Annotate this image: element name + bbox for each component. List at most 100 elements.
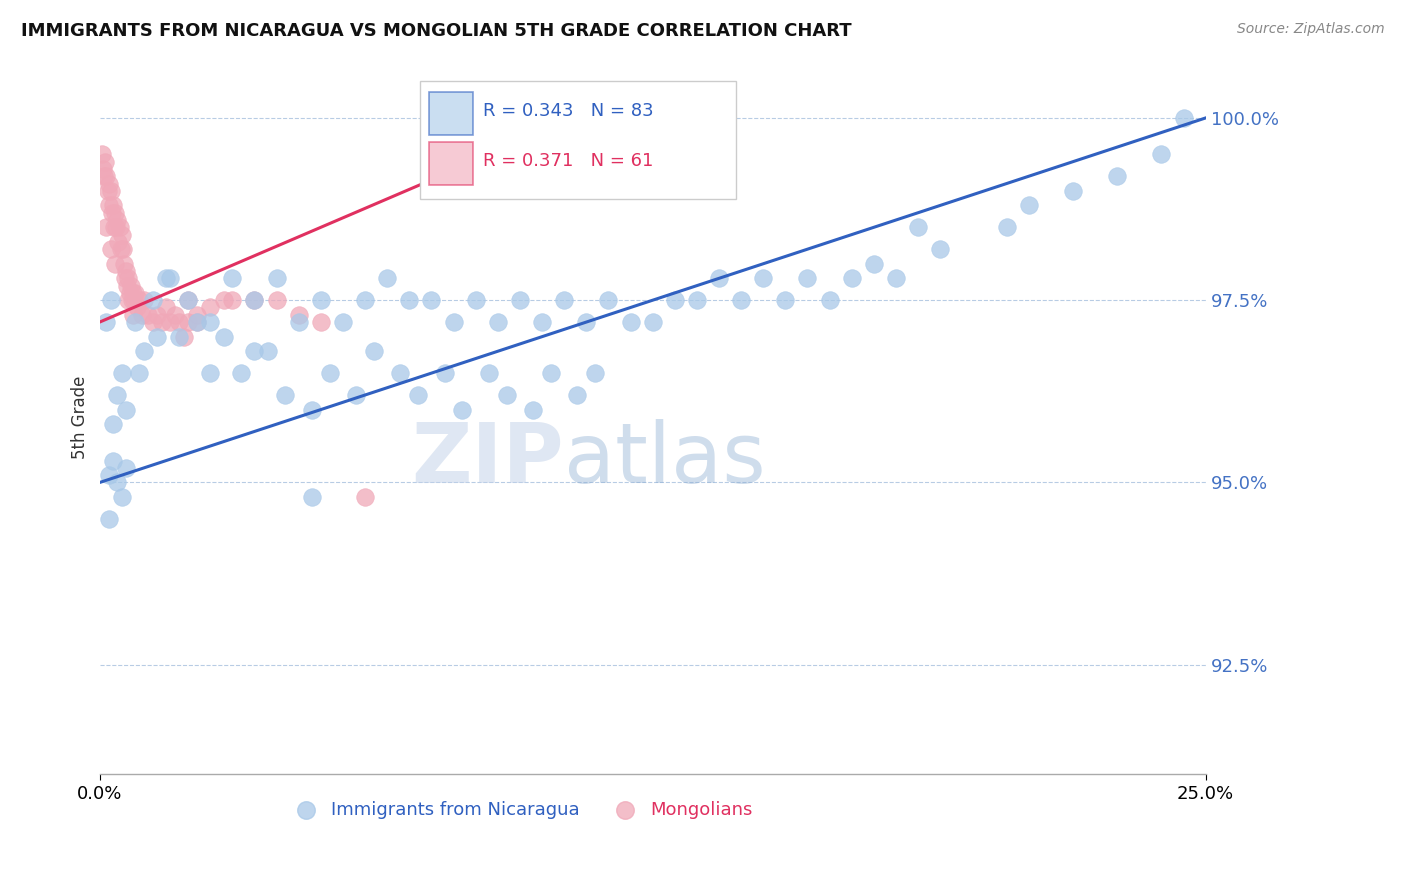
Point bbox=[243, 293, 266, 308]
Point bbox=[363, 344, 385, 359]
Point bbox=[200, 315, 222, 329]
Point bbox=[118, 285, 141, 300]
Point bbox=[707, 271, 730, 285]
Point bbox=[1150, 147, 1173, 161]
Point bbox=[863, 257, 886, 271]
Point bbox=[97, 512, 120, 526]
Point bbox=[131, 308, 153, 322]
Point bbox=[177, 293, 200, 308]
Point bbox=[301, 402, 323, 417]
Point bbox=[150, 315, 173, 329]
Point bbox=[1173, 111, 1195, 125]
Point bbox=[389, 366, 412, 380]
Point bbox=[90, 147, 112, 161]
Point bbox=[142, 315, 165, 329]
Point bbox=[177, 293, 200, 308]
Point bbox=[107, 235, 129, 249]
Point bbox=[464, 293, 486, 308]
Point bbox=[101, 198, 124, 212]
Point bbox=[105, 388, 128, 402]
Point bbox=[451, 402, 474, 417]
FancyBboxPatch shape bbox=[429, 142, 474, 185]
Point bbox=[995, 220, 1018, 235]
Point bbox=[97, 468, 120, 483]
Point bbox=[173, 329, 195, 343]
Point bbox=[598, 293, 620, 308]
Point bbox=[443, 315, 465, 329]
Point bbox=[309, 293, 332, 308]
Point bbox=[406, 388, 429, 402]
Point bbox=[111, 227, 134, 242]
Point bbox=[200, 366, 222, 380]
Point bbox=[110, 242, 132, 256]
Point bbox=[256, 344, 278, 359]
Point bbox=[929, 242, 952, 256]
Point bbox=[115, 264, 138, 278]
Point bbox=[115, 278, 138, 293]
Point bbox=[122, 293, 145, 308]
Point bbox=[155, 271, 177, 285]
Point bbox=[478, 366, 501, 380]
Point bbox=[163, 308, 186, 322]
Point bbox=[101, 453, 124, 467]
Point bbox=[287, 308, 309, 322]
Point bbox=[287, 315, 309, 329]
Point bbox=[146, 329, 169, 343]
Text: ZIP: ZIP bbox=[412, 419, 564, 500]
Point bbox=[274, 388, 297, 402]
Point bbox=[243, 293, 266, 308]
Point bbox=[132, 293, 155, 308]
Point bbox=[169, 329, 191, 343]
Point bbox=[127, 301, 149, 315]
Point bbox=[105, 220, 128, 235]
Point bbox=[96, 315, 118, 329]
Point bbox=[96, 169, 118, 184]
Point bbox=[212, 329, 235, 343]
Point bbox=[354, 490, 377, 504]
Point bbox=[111, 490, 134, 504]
Point bbox=[117, 271, 139, 285]
Point bbox=[100, 293, 122, 308]
Point bbox=[641, 315, 664, 329]
Point bbox=[522, 402, 544, 417]
Point bbox=[104, 205, 127, 219]
Text: IMMIGRANTS FROM NICARAGUA VS MONGOLIAN 5TH GRADE CORRELATION CHART: IMMIGRANTS FROM NICARAGUA VS MONGOLIAN 5… bbox=[21, 22, 852, 40]
Point bbox=[120, 278, 142, 293]
Point bbox=[907, 220, 929, 235]
Point bbox=[142, 293, 165, 308]
Point bbox=[509, 293, 531, 308]
Point bbox=[136, 308, 159, 322]
Text: atlas: atlas bbox=[564, 419, 766, 500]
Point bbox=[212, 293, 235, 308]
Point bbox=[398, 293, 420, 308]
Point bbox=[200, 301, 222, 315]
Point bbox=[344, 388, 367, 402]
Text: R = 0.371   N = 61: R = 0.371 N = 61 bbox=[484, 152, 654, 170]
Point bbox=[124, 285, 146, 300]
Point bbox=[231, 366, 253, 380]
Point bbox=[111, 366, 134, 380]
Point bbox=[567, 388, 589, 402]
Point bbox=[686, 293, 709, 308]
Point bbox=[121, 285, 143, 300]
Point bbox=[159, 271, 181, 285]
Point bbox=[186, 308, 208, 322]
Point bbox=[105, 213, 128, 227]
Point bbox=[128, 366, 150, 380]
Point bbox=[332, 315, 354, 329]
Point bbox=[266, 271, 288, 285]
Legend: Immigrants from Nicaragua, Mongolians: Immigrants from Nicaragua, Mongolians bbox=[280, 793, 759, 826]
Point bbox=[354, 293, 377, 308]
Point bbox=[121, 308, 143, 322]
Point bbox=[186, 315, 208, 329]
FancyBboxPatch shape bbox=[429, 92, 474, 135]
Point bbox=[540, 366, 562, 380]
Point bbox=[221, 293, 243, 308]
Point bbox=[112, 257, 135, 271]
Text: R = 0.343   N = 83: R = 0.343 N = 83 bbox=[484, 102, 654, 120]
Point bbox=[124, 315, 146, 329]
Point bbox=[115, 461, 138, 475]
Y-axis label: 5th Grade: 5th Grade bbox=[72, 376, 89, 458]
Point bbox=[575, 315, 598, 329]
Point bbox=[97, 184, 120, 198]
